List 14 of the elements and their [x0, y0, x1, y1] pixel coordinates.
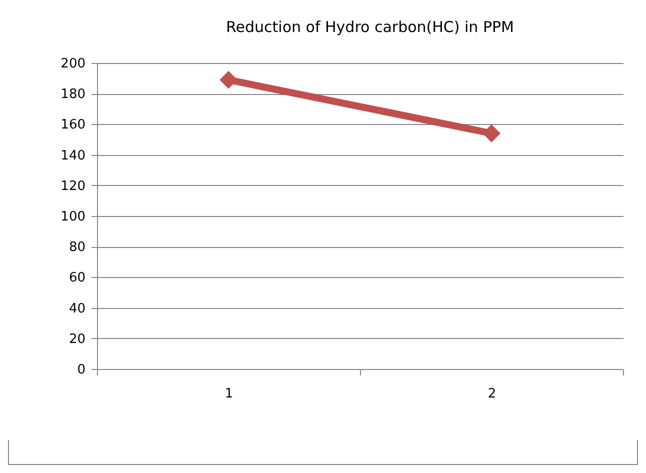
y-tick-label: 160 — [60, 118, 86, 133]
y-tick-label: 40 — [68, 301, 86, 316]
y-tick-label: 20 — [68, 332, 86, 347]
chart-title: Reduction of Hydro carbon(HC) in PPM — [226, 18, 514, 36]
y-tick-label: 200 — [60, 56, 86, 72]
y-tick-label: 60 — [68, 270, 86, 286]
y-tick-label: 0 — [77, 362, 86, 378]
y-tick-label: 100 — [60, 210, 86, 224]
y-tick-label: 140 — [60, 148, 86, 164]
x-tick-label: 2 — [488, 386, 496, 402]
y-tick-label: 180 — [60, 87, 86, 102]
x-tick-label: 1 — [224, 386, 234, 402]
y-tick-label: 120 — [60, 178, 86, 194]
y-tick-label: 80 — [68, 240, 86, 256]
